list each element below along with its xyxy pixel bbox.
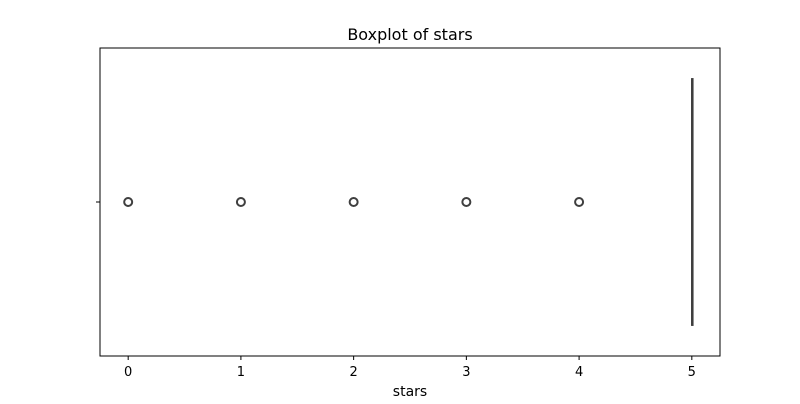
x-tick-label-5: 5 (688, 365, 696, 380)
chart-title: Boxplot of stars (347, 25, 472, 44)
outlier-point-1 (235, 197, 246, 207)
x-tick-label-0: 0 (124, 365, 132, 380)
outlier-point-3 (461, 197, 472, 207)
outlier-point-2 (348, 197, 359, 207)
x-tick-label-2: 2 (349, 365, 357, 380)
data-marks (123, 78, 694, 326)
x-tick-label-4: 4 (575, 365, 583, 380)
x-axis-ticks: 0 1 2 3 4 5 (124, 356, 696, 380)
outlier-point-0 (123, 197, 134, 207)
x-tick-label-1: 1 (237, 365, 245, 380)
plot-area (100, 48, 720, 356)
outlier-point-4 (574, 197, 585, 207)
axes-frame (99, 47, 721, 357)
x-tick-label-3: 3 (462, 365, 470, 380)
x-axis-label: stars (393, 384, 427, 400)
